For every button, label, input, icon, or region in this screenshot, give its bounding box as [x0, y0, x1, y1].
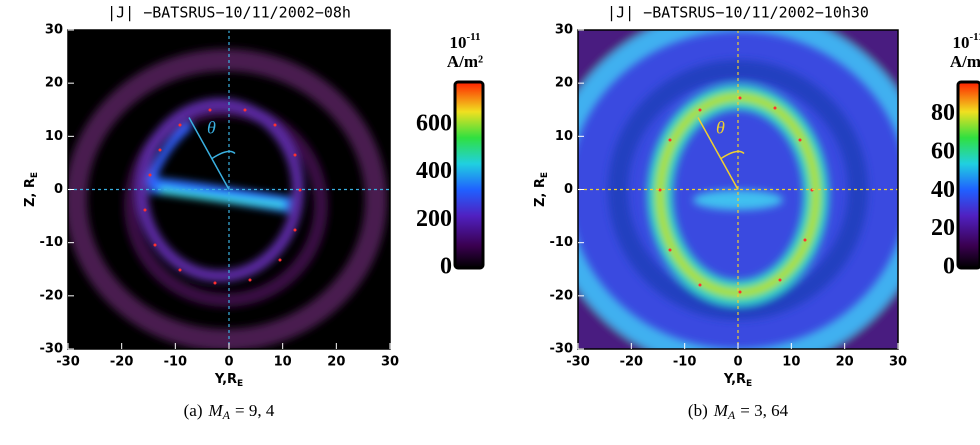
colorbar-unit-exp: -11 [969, 31, 980, 43]
colorbar-tick-label: 400 [416, 158, 452, 184]
x-tick-label: -30 [56, 355, 80, 370]
y-tick-label: -30 [550, 342, 574, 357]
x-axis-label: Y,RE [723, 372, 752, 389]
colorbar-tick-label: 600 [416, 110, 452, 136]
y-axis-label-main: Z, R [23, 178, 38, 207]
x-tick-label: -10 [164, 355, 188, 370]
y-axis-label-sub: E [30, 172, 40, 178]
caption-subscript: A [222, 408, 231, 422]
y-tick-label: -20 [40, 288, 64, 303]
y-tick-label: 10 [45, 129, 63, 144]
colorbar [956, 80, 980, 270]
y-tick-label: 30 [555, 23, 573, 38]
x-tick-label: 20 [836, 355, 854, 370]
y-tick-label: 30 [45, 23, 63, 38]
colorbar-tick-label: 0 [440, 254, 452, 280]
caption-value: = 9, 4 [235, 401, 275, 420]
x-tick-label: 10 [274, 355, 292, 370]
x-axis-label-sub: E [746, 379, 752, 389]
x-tick-label: -20 [620, 355, 644, 370]
colorbar-tick-label: 60 [931, 138, 955, 164]
x-axis-label-main: Y,R [723, 372, 746, 387]
annotation: θ [716, 118, 725, 138]
colorbar-tick-label: 80 [931, 100, 955, 126]
caption-symbol: M [208, 401, 224, 420]
y-tick-label: 20 [45, 76, 63, 91]
theta-arc [720, 150, 745, 160]
y-tick-label: 10 [555, 129, 573, 144]
x-tick-label: 30 [381, 355, 399, 370]
y-tick-label: 0 [54, 182, 63, 197]
caption: (a) MA = 9, 4 [184, 401, 275, 422]
caption-label: (b) [688, 401, 708, 420]
y-axis-label: Z, RE [533, 172, 550, 207]
colorbar-tick-label: 20 [931, 215, 955, 241]
colorbar-unit-base: 10 [449, 33, 466, 52]
y-tick-label: 0 [564, 182, 573, 197]
chart-title: |J| −BATSRUS−10/11/2002−08h [107, 4, 351, 22]
theta-line [188, 117, 230, 190]
caption-label: (a) [184, 401, 203, 420]
colorbar-unit-exp: -11 [466, 31, 480, 43]
chart-title: |J| −BATSRUS−10/11/2002−10h30 [607, 4, 869, 22]
colorbar-unit: A/m² [950, 52, 980, 71]
x-tick-label: -10 [673, 355, 697, 370]
theta-arc [211, 150, 236, 160]
y-axis-label: Z, RE [23, 172, 40, 207]
x-tick-label: 30 [889, 355, 907, 370]
colorbar-tick-label: 200 [416, 206, 452, 232]
x-tick-label: 0 [224, 355, 233, 370]
x-tick-label: -20 [110, 355, 134, 370]
x-tick-label: 20 [327, 355, 345, 370]
colorbar-unit: A/m² [447, 52, 483, 71]
y-tick-label: -30 [40, 342, 64, 357]
y-tick-label: -20 [550, 288, 574, 303]
y-axis-label-sub: E [540, 172, 550, 178]
caption-value: = 3, 64 [740, 401, 788, 420]
caption-symbol: M [713, 401, 729, 420]
y-tick-label: -10 [550, 235, 574, 250]
y-tick-label: 20 [555, 76, 573, 91]
colorbar-tick-label: 40 [931, 177, 955, 203]
x-axis-label-main: Y,R [214, 372, 237, 387]
x-tick-label: -30 [566, 355, 590, 370]
colorbar-unit-base: 10 [952, 33, 969, 52]
x-axis-label-sub: E [237, 379, 243, 389]
caption: (b) MA = 3, 64 [688, 401, 789, 422]
colorbar-unit: 10-11 [449, 31, 480, 52]
y-axis-label-main: Z, R [533, 178, 548, 207]
colorbar-unit: 10-11 [952, 31, 980, 52]
x-axis-label: Y,RE [214, 372, 243, 389]
caption-subscript: A [727, 408, 736, 422]
colorbar-tick-label: 0 [943, 254, 955, 280]
annotation: θ [207, 118, 216, 138]
colorbar [453, 80, 485, 270]
x-tick-label: 10 [782, 355, 800, 370]
y-tick-label: -10 [40, 235, 64, 250]
theta-line [697, 117, 739, 190]
x-tick-label: 0 [733, 355, 742, 370]
